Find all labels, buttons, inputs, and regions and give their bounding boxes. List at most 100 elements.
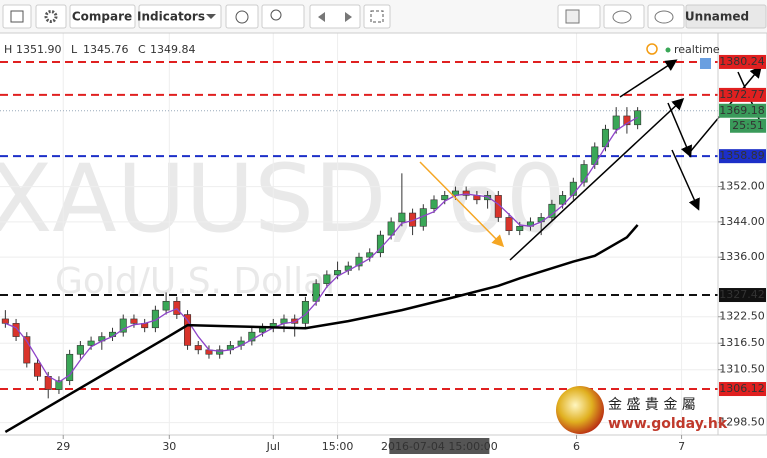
candle-body [87, 340, 95, 346]
candle-body [323, 274, 331, 284]
price-label-bg [719, 149, 766, 164]
icon [612, 10, 632, 24]
watermark-symbol: XAUUSD, 60 [0, 145, 566, 254]
save-button[interactable] [647, 4, 685, 29]
x-tick-label: 6 [573, 440, 580, 453]
settings-button[interactable] [35, 4, 67, 29]
y-tick-label: 1344.00 [719, 215, 765, 228]
y-tick-label: 1310.50 [719, 363, 765, 376]
candle-body [569, 181, 577, 196]
alert-button[interactable] [225, 4, 259, 29]
clock-icon [646, 43, 658, 55]
candle-body [151, 309, 159, 329]
y-tick-label: 1336.00 [719, 250, 765, 263]
y-tick-label: 1298.50 [719, 416, 765, 429]
logo-mark [556, 386, 604, 434]
candle-body [559, 195, 567, 205]
load-button[interactable] [603, 4, 645, 29]
status-dot [665, 47, 671, 53]
price-label: 1369.18 [719, 104, 765, 117]
fullscreen-button[interactable] [363, 4, 391, 29]
candle-body [612, 115, 620, 130]
icon [206, 14, 216, 19]
legend: H 1351.90 L 1345.76 C 1349.84 [4, 43, 196, 56]
candle-body [355, 256, 363, 267]
candle-body [484, 195, 492, 201]
candle-body [301, 300, 309, 324]
y-tick-label: 1352.00 [719, 180, 765, 193]
grid-button[interactable] [2, 4, 32, 29]
idea-button[interactable] [261, 4, 305, 29]
candle-body [430, 199, 438, 209]
watermark: XAUUSD, 60 Gold/U.S. Dollar [0, 145, 566, 302]
legend-value: 1349.84 [150, 43, 196, 56]
compare-label: Compare [72, 10, 132, 24]
moving-average [4, 224, 639, 433]
icon [654, 10, 674, 24]
axes: 1352.00 1344.00 1336.00 1322.50 1316.50 1310.… [56, 54, 766, 454]
candle-body [462, 190, 470, 196]
add-button[interactable] [700, 58, 711, 69]
price-label: 1306.12 [719, 382, 765, 395]
candle-body [291, 318, 299, 324]
candle-body [387, 221, 395, 236]
status: realtime [674, 43, 720, 56]
candle-body [580, 164, 588, 183]
trend-arrow [509, 97, 685, 261]
moving-averages [4, 116, 639, 433]
icon [10, 10, 24, 23]
icon [318, 12, 352, 22]
candle-body [312, 283, 320, 302]
candle-body [548, 203, 556, 218]
price-label-bg [719, 87, 766, 102]
x-tick-label: Jul [266, 440, 280, 453]
icon [370, 10, 384, 23]
candle-body [505, 217, 513, 231]
price-label: 1372.77 [719, 88, 765, 101]
indicators-button[interactable] [138, 4, 222, 29]
candle-body [76, 345, 84, 355]
logo-name: 金 盛 貴 金 屬 [608, 397, 696, 413]
moving-average [5, 116, 638, 383]
candle-body [1, 318, 9, 324]
price-label-bg [719, 288, 766, 303]
candle-body [119, 318, 127, 333]
crosshair-label-bg [389, 438, 490, 454]
x-tick-label: 7 [678, 440, 685, 453]
toolbar: Compare Indicators Unnamed [0, 0, 767, 34]
candle-body [516, 225, 524, 231]
candle-body [12, 323, 20, 337]
icon [44, 10, 58, 23]
candle-body [173, 300, 181, 315]
undo-redo[interactable] [309, 4, 361, 29]
forecast-arrow [667, 102, 693, 158]
price-label: 1327.42 [719, 288, 765, 301]
candle-body [194, 345, 202, 351]
candle-body [66, 353, 74, 382]
layout-name-button[interactable] [685, 4, 767, 29]
compare-button[interactable] [69, 4, 136, 29]
countdown: 25:51 [732, 119, 764, 132]
icon [235, 10, 249, 24]
candle-body [162, 300, 170, 311]
x-tick-label: 30 [162, 440, 176, 453]
legend-key: H [4, 43, 12, 56]
countdown-bg [730, 118, 766, 133]
y-tick-label: 1322.50 [719, 310, 765, 323]
candle-body [398, 212, 406, 223]
orange-arrow [419, 161, 505, 248]
candle-body [441, 195, 449, 201]
price-label: 1380.24 [719, 55, 765, 68]
legend-value: 1345.76 [83, 43, 129, 56]
icon [270, 9, 282, 21]
legend-value: 1351.90 [16, 43, 62, 56]
icon [565, 9, 580, 24]
price-label-bg [719, 382, 766, 397]
candle-body [259, 327, 267, 333]
price-label: 1358.89 [719, 149, 765, 162]
candle-body [33, 362, 42, 377]
price-lines [0, 60, 718, 391]
x-tick-label: 15:00 [322, 440, 354, 453]
layout-name: Unnamed [685, 10, 749, 24]
